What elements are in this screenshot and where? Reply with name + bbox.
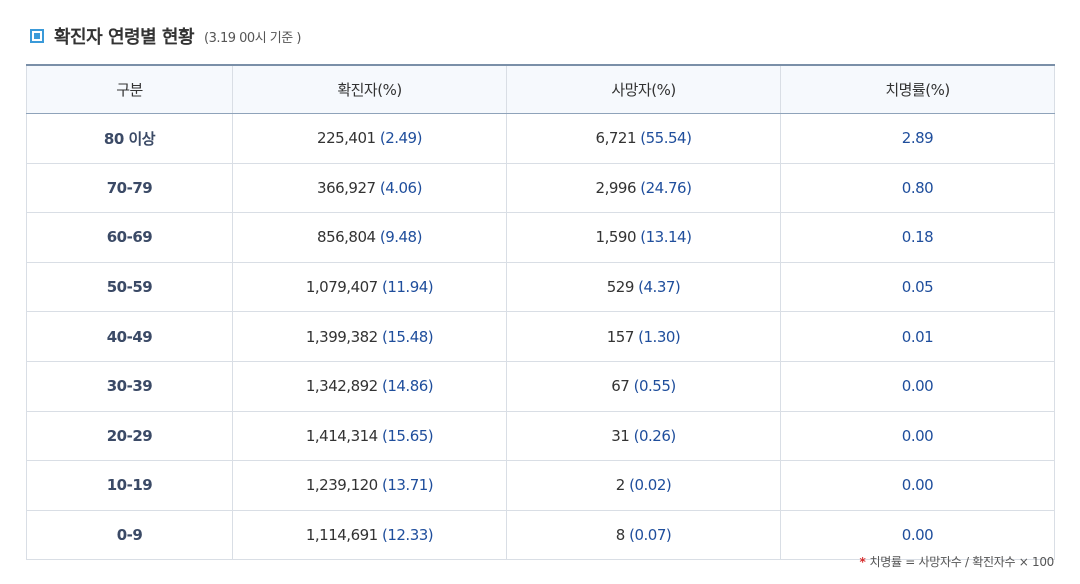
table-body: 80 이상 225,401 (2.49) 6,721 (55.54) 2.89 70-7… [26, 113, 1055, 561]
header-fatality: 치명률(%) [780, 65, 1055, 114]
cell-age-group: 10-19 [26, 460, 233, 511]
deaths-count: 31 [611, 426, 630, 445]
cell-deaths: 31 (0.26) [506, 411, 781, 462]
cell-fatality-rate: 0.00 [780, 361, 1055, 412]
deaths-percent: (13.14) [640, 228, 692, 247]
header-category: 구분 [26, 65, 233, 114]
table-row: 60-69 856,804 (9.48) 1,590 (13.14) 0.18 [26, 212, 1055, 263]
cell-confirmed: 1,399,382 (15.48) [232, 311, 507, 362]
cell-deaths: 8 (0.07) [506, 510, 781, 561]
cell-deaths: 2,996 (24.76) [506, 163, 781, 214]
page-subtitle: (3.19 00시 기준 ) [204, 30, 301, 46]
deaths-percent: (24.76) [640, 178, 692, 197]
confirmed-percent: (12.33) [381, 526, 434, 545]
cell-confirmed: 366,927 (4.06) [232, 163, 507, 214]
table-row: 80 이상 225,401 (2.49) 6,721 (55.54) 2.89 [26, 113, 1055, 164]
deaths-percent: (55.54) [640, 129, 692, 148]
cell-deaths: 6,721 (55.54) [506, 113, 781, 164]
cell-fatality-rate: 0.01 [780, 311, 1055, 362]
cell-deaths: 529 (4.37) [506, 262, 781, 313]
page-title: 확진자 연령별 현황 [54, 27, 195, 48]
cell-age-group: 0-9 [26, 510, 233, 561]
confirmed-count: 1,114,691 [305, 526, 378, 545]
table-row: 0-9 1,114,691 (12.33) 8 (0.07) 0.00 [26, 510, 1055, 561]
cell-confirmed: 1,239,120 (13.71) [232, 460, 507, 511]
confirmed-percent: (15.48) [381, 327, 434, 346]
deaths-percent: (0.07) [629, 526, 672, 545]
cell-age-group: 50-59 [26, 262, 233, 313]
confirmed-percent: (4.06) [379, 178, 423, 197]
deaths-count: 6,721 [595, 129, 637, 148]
table-row: 20-29 1,414,314 (15.65) 31 (0.26) 0.00 [26, 411, 1055, 462]
footnote-text: 치명률 = 사망자수 / 확진자수 × 100 [869, 555, 1055, 569]
cell-age-group: 40-49 [26, 311, 233, 362]
confirmed-percent: (2.49) [379, 129, 423, 148]
cell-age-group: 60-69 [26, 212, 233, 263]
cell-age-group: 30-39 [26, 361, 233, 412]
table-row: 30-39 1,342,892 (14.86) 67 (0.55) 0.00 [26, 361, 1055, 412]
confirmed-percent: (14.86) [381, 377, 434, 396]
cell-deaths: 2 (0.02) [506, 460, 781, 511]
header-confirmed: 확진자(%) [232, 65, 507, 114]
cell-fatality-rate: 0.80 [780, 163, 1055, 214]
confirmed-percent: (11.94) [381, 278, 434, 297]
confirmed-count: 1,342,892 [305, 377, 378, 396]
table-row: 10-19 1,239,120 (13.71) 2 (0.02) 0.00 [26, 460, 1055, 511]
cell-fatality-rate: 0.00 [780, 411, 1055, 462]
square-bullet-icon [30, 29, 44, 43]
header-deaths: 사망자(%) [506, 65, 781, 114]
cell-fatality-rate: 2.89 [780, 113, 1055, 164]
confirmed-count: 225,401 [317, 129, 376, 148]
section-header: 확진자 연령별 현황 (3.19 00시 기준 ) [30, 22, 301, 50]
cell-confirmed: 856,804 (9.48) [232, 212, 507, 263]
deaths-percent: (0.26) [633, 426, 677, 445]
cell-fatality-rate: 0.00 [780, 510, 1055, 561]
deaths-count: 8 [615, 526, 626, 545]
cell-age-group: 70-79 [26, 163, 233, 214]
deaths-count: 67 [611, 377, 630, 396]
cell-confirmed: 1,114,691 (12.33) [232, 510, 507, 561]
deaths-count: 2 [615, 476, 626, 495]
deaths-count: 2,996 [595, 178, 637, 197]
cell-confirmed: 1,414,314 (15.65) [232, 411, 507, 462]
confirmed-percent: (13.71) [381, 476, 434, 495]
cell-confirmed: 1,342,892 (14.86) [232, 361, 507, 412]
cell-confirmed: 225,401 (2.49) [232, 113, 507, 164]
age-stats-table: 구분 확진자(%) 사망자(%) 치명률(%) 80 이상 225,401 (2.… [26, 64, 1055, 561]
cell-deaths: 157 (1.30) [506, 311, 781, 362]
footnote: * 치명률 = 사망자수 / 확진자수 × 100 [859, 553, 1055, 570]
confirmed-count: 1,079,407 [305, 278, 378, 297]
cell-age-group: 20-29 [26, 411, 233, 462]
cell-age-group: 80 이상 [26, 113, 233, 164]
cell-deaths: 67 (0.55) [506, 361, 781, 412]
cell-deaths: 1,590 (13.14) [506, 212, 781, 263]
cell-confirmed: 1,079,407 (11.94) [232, 262, 507, 313]
confirmed-percent: (9.48) [379, 228, 423, 247]
confirmed-count: 1,239,120 [305, 476, 378, 495]
deaths-percent: (0.02) [629, 476, 672, 495]
confirmed-count: 1,414,314 [305, 426, 378, 445]
deaths-percent: (0.55) [633, 377, 677, 396]
deaths-percent: (4.37) [638, 278, 681, 297]
cell-fatality-rate: 0.18 [780, 212, 1055, 263]
deaths-count: 529 [606, 278, 635, 297]
confirmed-count: 1,399,382 [305, 327, 378, 346]
footnote-star: * [859, 555, 866, 569]
deaths-count: 157 [606, 327, 635, 346]
cell-fatality-rate: 0.05 [780, 262, 1055, 313]
deaths-count: 1,590 [595, 228, 637, 247]
table-row: 40-49 1,399,382 (15.48) 157 (1.30) 0.01 [26, 311, 1055, 362]
cell-fatality-rate: 0.00 [780, 460, 1055, 511]
confirmed-percent: (15.65) [381, 426, 434, 445]
table-row: 70-79 366,927 (4.06) 2,996 (24.76) 0.80 [26, 163, 1055, 214]
age-stats-table-container: 구분 확진자(%) 사망자(%) 치명률(%) 80 이상 225,401 (2.… [26, 64, 1055, 561]
confirmed-count: 856,804 [317, 228, 376, 247]
deaths-percent: (1.30) [638, 327, 681, 346]
table-row: 50-59 1,079,407 (11.94) 529 (4.37) 0.05 [26, 262, 1055, 313]
table-header-row: 구분 확진자(%) 사망자(%) 치명률(%) [26, 65, 1055, 114]
confirmed-count: 366,927 [317, 178, 376, 197]
